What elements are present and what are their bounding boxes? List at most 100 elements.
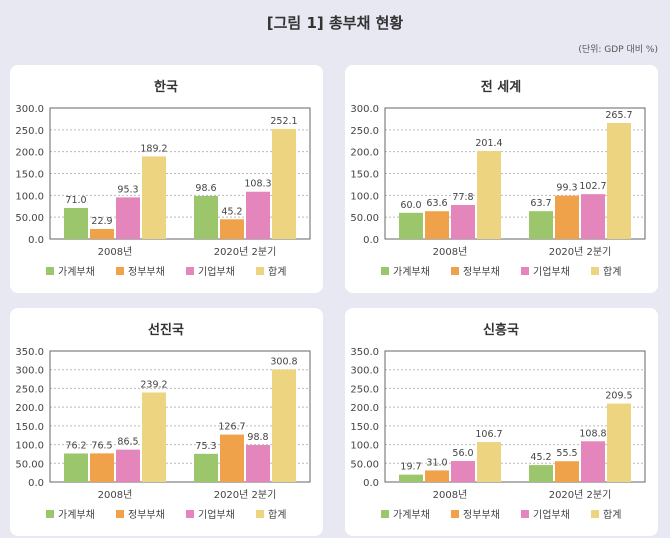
data-label: 63.7: [530, 198, 551, 209]
unit-label: (단위: GDP 대비 %): [578, 45, 658, 55]
legend-swatch: [46, 510, 54, 518]
data-label: 209.5: [605, 391, 632, 402]
bar: [142, 392, 166, 482]
legend-swatch: [381, 510, 389, 518]
legend-label: 합계: [603, 266, 621, 278]
data-label: 76.2: [65, 440, 86, 451]
y-tick-label: 200.0: [15, 148, 44, 159]
legend-label: 정부부채: [463, 509, 500, 521]
legend-swatch: [256, 267, 264, 275]
y-tick-label: 150.0: [350, 422, 379, 433]
legend-swatch: [46, 267, 54, 275]
data-label: 239.2: [140, 379, 167, 390]
data-label: 126.7: [218, 422, 245, 433]
legend-swatch: [451, 510, 459, 518]
y-tick-label: 0.0: [363, 478, 379, 489]
y-tick-label: 250.0: [350, 126, 379, 137]
data-label: 19.7: [400, 462, 421, 473]
bar: [555, 461, 579, 482]
bar-chart: 전 세계 0.0 50.00 100.0 150.0 200.0 250.0 300.0 60.…: [350, 79, 646, 278]
legend-swatch: [591, 510, 599, 518]
bar: [246, 445, 270, 482]
legend-swatch: [451, 267, 459, 275]
y-tick-label: 50.00: [350, 459, 379, 470]
bar: [64, 453, 88, 482]
y-tick-label: 250.0: [350, 384, 379, 395]
plot-frame: [49, 350, 311, 483]
bar: [399, 474, 423, 482]
legend-swatch: [186, 267, 194, 275]
data-label: 77.8: [452, 192, 473, 203]
data-label: 60.0: [400, 200, 421, 211]
legend-label: 기업부채: [198, 508, 235, 521]
data-label: 108.3: [244, 179, 271, 190]
bar: [477, 151, 501, 239]
y-tick-label: 50.00: [15, 213, 44, 224]
data-label: 45.2: [530, 452, 551, 463]
bar: [272, 128, 296, 239]
bar: [477, 442, 501, 482]
bar: [272, 369, 296, 482]
legend-label: 기업부채: [533, 508, 570, 521]
bar: [142, 156, 166, 239]
bar: [529, 465, 553, 482]
y-tick-label: 150.0: [15, 422, 44, 433]
legend-label: 가계부채: [393, 509, 430, 521]
bar: [607, 122, 631, 239]
legend-swatch: [116, 510, 124, 518]
figure-title: [그림 1] 총부채 현황: [266, 14, 404, 32]
legend-label: 가계부채: [58, 509, 95, 521]
bar: [555, 195, 579, 239]
chart-panel-world: 전 세계 0.0 50.00 100.0 150.0 200.0 250.0 300.0 60.…: [345, 65, 658, 293]
y-tick-label: 200.0: [350, 148, 379, 159]
y-tick-label: 100.0: [15, 191, 44, 202]
y-tick-label: 350.0: [350, 347, 379, 358]
legend-label: 기업부채: [198, 265, 235, 278]
data-label: 45.2: [221, 206, 242, 217]
bar: [90, 453, 114, 482]
bar: [451, 205, 475, 239]
chart-title: 신흥국: [483, 322, 519, 338]
plot-frame: [49, 107, 311, 240]
legend-label: 가계부채: [393, 266, 430, 278]
y-tick-label: 300.0: [15, 104, 44, 115]
chart-panel-korea: 한국 0.0 50.00 100.0 150.0 200.0 250.0 300.0 71.0 2…: [10, 65, 323, 293]
bar: [116, 449, 140, 482]
bar-chart: 선진국 0.0 50.00 100.0 150.0 200.0 250.0 300.0 350.…: [15, 322, 311, 521]
y-tick-label: 0.0: [363, 235, 379, 246]
y-tick-label: 150.0: [15, 170, 44, 181]
data-label: 265.7: [605, 110, 632, 121]
y-tick-label: 350.0: [15, 347, 44, 358]
y-tick-label: 300.0: [350, 104, 379, 115]
y-tick-label: 100.0: [350, 441, 379, 452]
data-label: 201.4: [475, 138, 502, 149]
y-tick-label: 100.0: [350, 191, 379, 202]
data-label: 95.3: [117, 184, 138, 195]
data-label: 86.5: [117, 437, 138, 448]
legend-label: 합계: [603, 509, 621, 521]
data-label: 56.0: [452, 448, 473, 459]
y-tick-label: 0.0: [28, 478, 44, 489]
x-tick-label: 2020년 2분기: [214, 489, 277, 501]
legend-label: 가계부채: [58, 266, 95, 278]
chart-panel-advanced: 선진국 0.0 50.00 100.0 150.0 200.0 250.0 300.0 350.…: [10, 308, 323, 536]
bar: [529, 211, 553, 239]
bar: [194, 195, 218, 239]
y-tick-label: 50.00: [15, 459, 44, 470]
y-tick-label: 250.0: [15, 384, 44, 395]
y-tick-label: 300.0: [350, 366, 379, 377]
data-label: 99.3: [556, 183, 577, 194]
data-label: 98.8: [247, 432, 268, 443]
y-tick-label: 300.0: [15, 366, 44, 377]
x-tick-label: 2008년: [98, 489, 133, 501]
legend-label: 합계: [268, 266, 286, 278]
legend-label: 합계: [268, 509, 286, 521]
data-label: 300.8: [270, 356, 297, 367]
chart-panel-emerging: 신흥국 0.0 50.00 100.0 150.0 200.0 250.0 300.0 350.…: [345, 308, 658, 536]
bar: [64, 207, 88, 239]
y-tick-label: 50.00: [350, 213, 379, 224]
y-tick-label: 150.0: [350, 170, 379, 181]
bar: [451, 461, 475, 482]
bar: [220, 219, 244, 239]
data-label: 63.6: [426, 198, 447, 209]
